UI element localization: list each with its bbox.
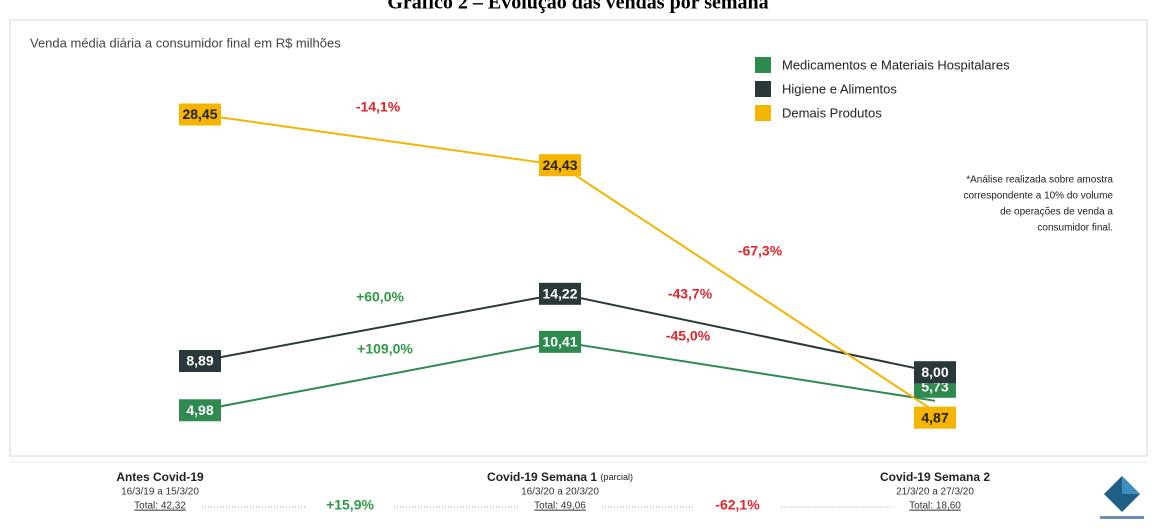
total-change-label: -62,1%	[715, 497, 760, 513]
data-label: 4,98	[186, 402, 213, 418]
footnote: consumidor final.	[1037, 223, 1113, 234]
data-label: 28,45	[182, 106, 217, 122]
footnote: *Análise realizada sobre amostra	[966, 175, 1113, 186]
total-label: Total: 49,06	[534, 501, 586, 512]
data-label: 4,87	[921, 409, 948, 425]
legend-label: Demais Produtos	[782, 105, 882, 120]
data-label: 24,43	[542, 157, 577, 173]
data-label: 10,41	[542, 334, 577, 350]
category-name: Covid-19 Semana 1	[487, 470, 597, 484]
footnote: correspondente a 10% do volume	[963, 191, 1113, 202]
legend-swatch	[755, 57, 771, 73]
change-label: +109,0%	[357, 341, 413, 357]
data-label-box	[914, 406, 956, 429]
legend-swatch	[755, 81, 771, 97]
total-label: Total: 18,60	[909, 501, 961, 512]
data-label-box	[539, 282, 581, 305]
chart-frame	[9, 19, 1148, 457]
change-label: -45,0%	[666, 328, 711, 344]
chart-subtitle: Venda média diária a consumidor final em…	[30, 35, 341, 50]
legend-swatch	[755, 105, 771, 121]
chart-title: Gráfico 2 – Evolução das vendas por sema…	[387, 0, 768, 14]
change-label: -67,3%	[738, 243, 783, 259]
category-note: (parcial)	[600, 472, 633, 482]
footnote: de operações de venda a	[1000, 207, 1113, 218]
data-label-box	[539, 154, 581, 177]
category-label: Antes Covid-19	[116, 470, 204, 484]
legend-label: Higiene e Alimentos	[782, 81, 897, 96]
data-label-box	[179, 349, 221, 372]
logo	[1100, 476, 1144, 519]
date-range: 16/3/20 a 20/3/20	[521, 487, 599, 498]
data-label: 8,89	[186, 353, 213, 369]
data-label-box	[539, 330, 581, 353]
data-label-box	[179, 399, 221, 422]
category-name: Covid-19 Semana 2	[880, 470, 990, 484]
data-label: 14,22	[542, 286, 577, 302]
total-change-label: +15,9%	[326, 497, 374, 513]
data-label: 8,00	[921, 364, 948, 380]
change-label: -43,7%	[668, 286, 713, 302]
date-range: 16/3/19 a 15/3/20	[121, 487, 199, 498]
category-name: Antes Covid-19	[116, 470, 204, 484]
change-label: +60,0%	[356, 289, 404, 305]
data-label-box	[914, 361, 956, 384]
category-label: Covid-19 Semana 2	[880, 470, 990, 484]
legend-label: Medicamentos e Materiais Hospitalares	[782, 57, 1010, 72]
category-label: Covid-19 Semana 1 (parcial)	[487, 470, 633, 484]
data-label-box	[179, 103, 221, 126]
date-range: 21/3/20 a 27/3/20	[896, 487, 974, 498]
change-label: -14,1%	[356, 99, 401, 115]
total-label: Total: 42,32	[134, 501, 186, 512]
